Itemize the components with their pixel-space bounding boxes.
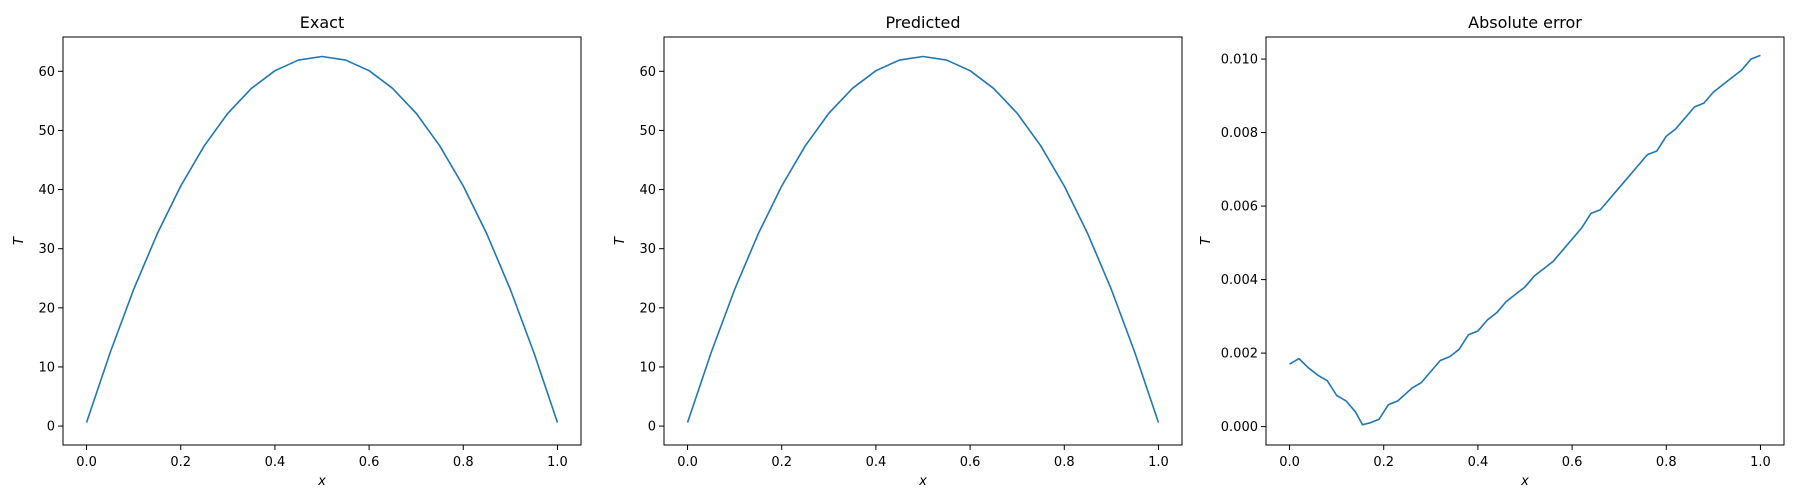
x-tick-label: 1.0 [1750,455,1771,470]
axes-frame [62,36,582,446]
series-line [85,55,559,423]
x-tick-label: 0.6 [960,455,981,470]
y-axis-label: T [12,236,27,245]
y-tick-label: 40 [38,183,55,198]
x-tick-label: 1.0 [1148,455,1169,470]
y-tick-label: 20 [639,301,656,316]
x-tick-label: 0.0 [677,455,698,470]
x-tick-label: 0.2 [771,455,792,470]
x-tick-label: 1.0 [547,455,568,470]
y-tick-label: 40 [639,183,656,198]
x-axis-label: x [317,474,326,489]
subplot-title: Absolute error [1468,13,1582,32]
x-tick-label: 0.6 [1562,455,1583,470]
y-tick-label: 10 [639,360,656,375]
subplot-title: Predicted [885,13,960,32]
subplot-3: Absolute error 0.0 0.2 0.4 0.6 0.8 1.0 0.000 0.0… [1199,13,1785,489]
y-tick-label: 0.006 [1221,200,1258,215]
y-tick-label: 0.000 [1221,420,1258,435]
y-tick-label: 30 [38,242,55,257]
subplot-title: Exact [300,13,344,32]
axes-frame [1265,36,1785,446]
y-tick-label: 0.008 [1221,126,1258,141]
y-tick-label: 50 [38,124,55,139]
y-tick-label: 20 [38,301,55,316]
x-tick-label: 0.4 [866,455,887,470]
x-tick-label: 0.8 [453,455,474,470]
subplot-1: Exact 0.0 0.2 0.4 0.6 0.8 1.0 0 10 20 30 40 50 60 x T [12,13,582,489]
x-tick-label: 0.4 [265,455,286,470]
y-tick-label: 50 [639,124,656,139]
y-tick-label: 0 [648,420,656,435]
x-tick-label: 0.8 [1656,455,1677,470]
x-tick-label: 0.4 [1468,455,1489,470]
series-line [1289,54,1761,426]
axes-frame [663,36,1183,446]
y-tick-label: 0.002 [1221,347,1258,362]
x-tick-label: 0.6 [359,455,380,470]
x-tick-label: 0.0 [76,455,97,470]
x-tick-label: 0.2 [1373,455,1394,470]
y-tick-label: 30 [639,242,656,257]
subplot-2: Predicted 0.0 0.2 0.4 0.6 0.8 1.0 0 10 20 30 40 50 60… [613,13,1183,489]
x-axis-label: x [918,474,927,489]
x-tick-label: 0.8 [1054,455,1075,470]
y-tick-label: 10 [38,360,55,375]
y-axis-label: T [613,236,628,245]
y-tick-label: 60 [38,65,55,80]
series-line [686,55,1160,423]
y-tick-label: 0 [47,420,55,435]
y-tick-label: 60 [639,65,656,80]
x-tick-label: 0.0 [1279,455,1300,470]
y-axis-label: T [1199,236,1214,245]
y-tick-label: 0.010 [1221,53,1258,68]
x-axis-label: x [1520,474,1529,489]
x-tick-label: 0.2 [170,455,191,470]
y-tick-label: 0.004 [1221,273,1258,288]
